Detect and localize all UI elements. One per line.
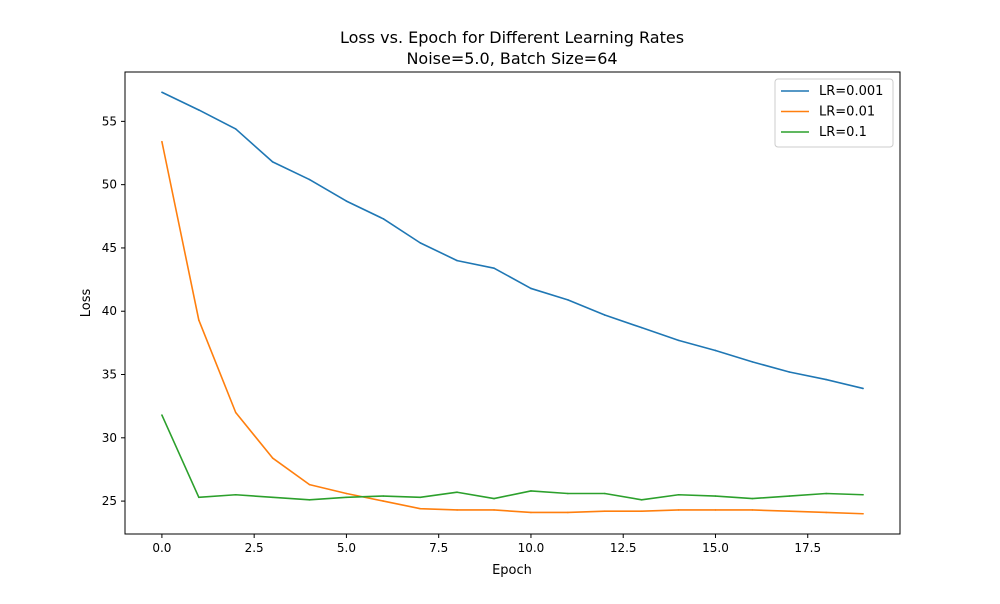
data-point — [234, 411, 237, 414]
data-point — [677, 509, 680, 511]
data-point — [567, 511, 569, 514]
data-point — [530, 287, 532, 290]
y-tick-label: 45 — [102, 241, 117, 255]
x-tick-label: 2.5 — [245, 541, 264, 555]
data-point — [862, 512, 864, 515]
data-point — [677, 339, 680, 342]
y-tick-label: 25 — [102, 494, 117, 508]
data-point — [825, 492, 827, 495]
data-point — [234, 128, 237, 130]
data-point — [234, 493, 237, 496]
plot-area: 0.0 2.5 5.0 7.5 10.0 12.5 15.0 17.5 25 30 35 40 45 50… — [102, 71, 901, 555]
data-point — [530, 511, 532, 514]
data-point — [456, 259, 458, 262]
y-tick-label: 30 — [102, 431, 117, 445]
data-point — [198, 319, 200, 321]
data-point — [493, 509, 495, 511]
data-point — [198, 109, 200, 111]
chart-title: Loss vs. Epoch for Different Learning Ra… — [340, 28, 684, 47]
legend-label: LR=0.1 — [819, 125, 867, 140]
data-point — [751, 361, 754, 363]
data-point — [419, 507, 422, 510]
data-point — [161, 91, 163, 94]
data-point — [382, 500, 385, 502]
legend-box — [774, 78, 894, 148]
data-point — [161, 140, 163, 143]
data-point — [345, 200, 348, 202]
data-point — [603, 492, 606, 495]
data-point — [862, 387, 864, 390]
data-point — [825, 378, 827, 381]
data-point — [751, 509, 754, 511]
data-point — [640, 510, 643, 513]
data-point — [825, 511, 827, 514]
data-point — [308, 178, 311, 181]
data-point — [271, 457, 274, 459]
data-point — [419, 242, 422, 244]
data-point — [567, 299, 569, 301]
y-axis-label: Loss — [79, 289, 94, 318]
x-tick-label: 12.5 — [610, 541, 637, 555]
y-tick-label: 40 — [102, 304, 117, 318]
data-point — [493, 267, 495, 269]
data-point — [308, 483, 311, 486]
data-point — [345, 492, 348, 495]
x-tick-label: 10.0 — [518, 541, 545, 555]
data-point — [198, 496, 200, 499]
chart-subtitle: Noise=5.0, Batch Size=64 — [406, 49, 617, 68]
legend-label: LR=0.001 — [819, 84, 883, 99]
x-tick-label: 0.0 — [152, 541, 171, 555]
data-point — [271, 496, 274, 499]
legend: LR=0.001 LR=0.01 LR=0.1 — [774, 78, 894, 148]
data-point — [603, 510, 606, 513]
data-point — [530, 490, 532, 492]
data-point — [751, 497, 754, 500]
data-point — [345, 496, 348, 499]
data-point — [862, 493, 864, 496]
x-tick-label: 15.0 — [702, 541, 729, 555]
data-point — [308, 499, 311, 501]
data-point — [714, 349, 717, 352]
data-point — [382, 218, 385, 220]
x-tick-label: 5.0 — [337, 541, 356, 555]
data-point — [640, 499, 643, 501]
data-point — [788, 495, 791, 497]
data-point — [456, 509, 458, 511]
legend-label: LR=0.01 — [819, 105, 875, 120]
x-axis-label: Epoch — [492, 563, 532, 578]
data-point — [419, 496, 422, 499]
x-tick-label: 17.5 — [794, 541, 821, 555]
data-point — [677, 493, 680, 496]
data-point — [567, 492, 569, 495]
series-line-0 — [161, 91, 864, 390]
data-point — [493, 497, 495, 500]
data-point — [271, 161, 274, 163]
series-line-2 — [161, 414, 864, 501]
x-tick-label: 7.5 — [429, 541, 448, 555]
data-point — [788, 510, 791, 513]
data-point — [714, 495, 717, 497]
series-line-1 — [161, 141, 864, 515]
y-tick-label: 50 — [102, 178, 117, 192]
data-point — [640, 326, 643, 329]
data-point — [456, 491, 458, 494]
y-tick-label: 35 — [102, 368, 117, 382]
data-point — [603, 314, 606, 316]
data-point — [382, 495, 385, 497]
axes-frame — [124, 71, 901, 535]
data-point — [161, 414, 163, 416]
y-tick-label: 55 — [102, 114, 117, 128]
data-point — [788, 371, 791, 373]
data-point — [714, 509, 717, 511]
